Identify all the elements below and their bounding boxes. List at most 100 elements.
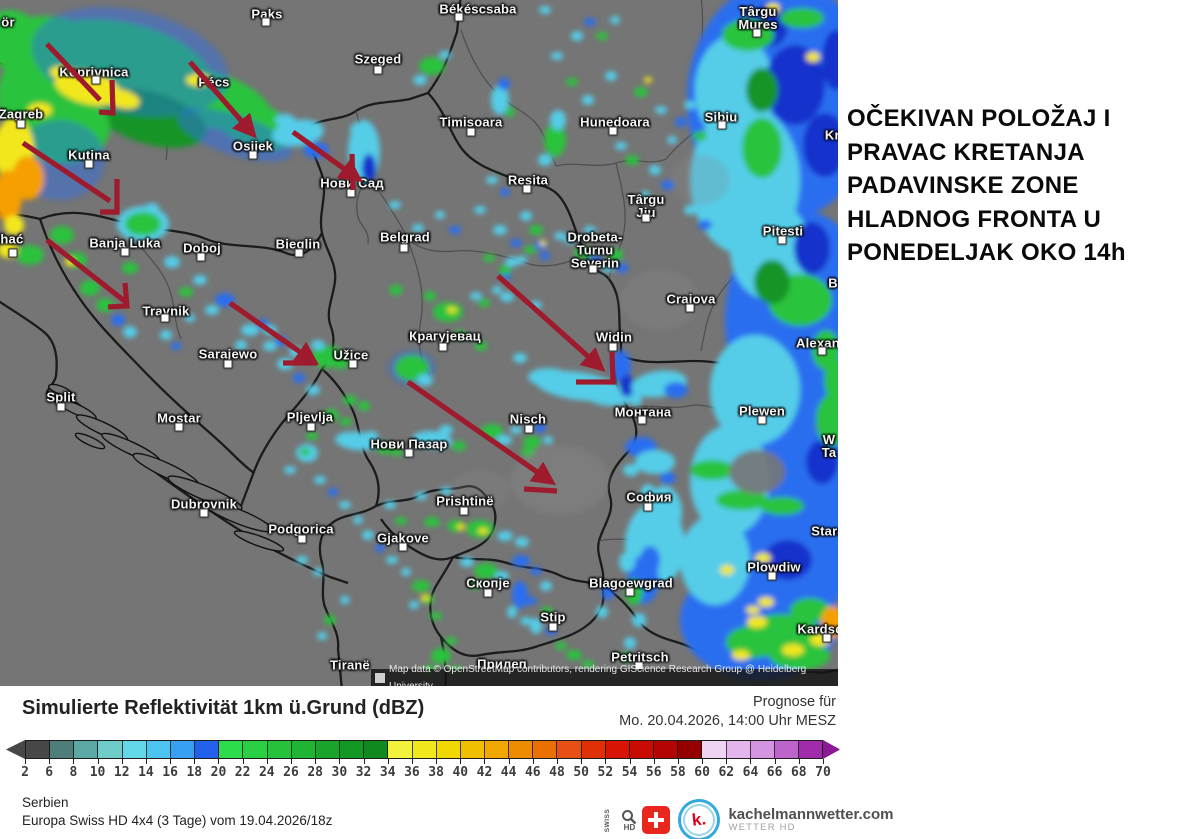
city-marker [717, 120, 727, 130]
city-marker [348, 359, 358, 369]
radar-cell [747, 616, 767, 628]
city-label: Stip [540, 609, 566, 625]
radar-cell [145, 203, 159, 213]
colorbar-cell [726, 741, 751, 758]
city-label: B [828, 275, 838, 291]
city-label: W Ta [821, 432, 837, 460]
radar-cell [619, 552, 635, 572]
radar-cell [765, 45, 825, 125]
city-label: Крагујевац [409, 328, 481, 344]
site-branding[interactable]: kachelmannwetter.com WETTER HD [728, 805, 894, 834]
radar-cell [540, 240, 546, 246]
city-marker [398, 542, 408, 552]
radar-cell [340, 596, 350, 604]
colorbar-tick [557, 759, 558, 764]
radar-cell [16, 245, 44, 265]
colorbar-tick-label: 22 [234, 765, 251, 780]
radar-cell [469, 581, 481, 589]
radar-cell [339, 501, 351, 509]
radar-cell [684, 205, 696, 215]
radar-cell [430, 612, 442, 620]
radar-cell [179, 287, 193, 297]
colorbar-cell [26, 741, 51, 758]
colorbar-tick [750, 759, 752, 764]
radar-cell [241, 324, 259, 336]
kachelmann-logo-icon[interactable]: k. [676, 796, 723, 839]
colorbar-tick-label: 58 [670, 765, 686, 780]
radar-cell [760, 497, 804, 515]
city-label: ihać [0, 231, 24, 247]
radar-cell [720, 565, 734, 575]
radar-cell [822, 30, 838, 90]
city-marker [641, 213, 651, 223]
radar-cell [433, 302, 463, 322]
site-name[interactable]: kachelmannwetter.com [728, 805, 894, 823]
radar-cell [543, 436, 553, 444]
city-marker [817, 346, 827, 356]
colorbar-tick [97, 759, 99, 764]
colorbar-tick [25, 759, 26, 764]
radar-cell [620, 375, 634, 397]
radar-cell [571, 31, 583, 41]
colorbar-cell [750, 741, 775, 758]
radar-cell [505, 107, 515, 117]
hd-label: HD [623, 822, 636, 832]
city-label: Plewen [739, 403, 785, 419]
city-label: Prishtinë [436, 493, 494, 509]
city-marker [643, 502, 653, 512]
colorbar-tick [484, 759, 486, 764]
radar-cell [716, 490, 768, 510]
city-marker [174, 422, 184, 432]
colorbar-cell [122, 741, 147, 758]
city-label: Sibiu [704, 109, 738, 125]
colorbar-cell [50, 741, 75, 758]
colorbar-tick [774, 759, 776, 764]
attribution-text: Map data © OpenStreetMap contributors, r… [389, 663, 807, 687]
radar-cell [710, 335, 800, 445]
city-label: Timisoara [439, 114, 503, 130]
radar-cell [530, 618, 542, 634]
radar-cell [306, 432, 318, 440]
city-label: Dubrovnik [170, 496, 238, 512]
city-marker [625, 587, 635, 597]
front-annotation: OČEKIVAN POLOŽAJ I PRAVAC KRETANJA PADAVIN… [847, 102, 1197, 270]
radar-cell [340, 418, 352, 426]
radar-cell [293, 373, 305, 383]
colorbar-cell [484, 741, 510, 758]
radar-cell [160, 330, 172, 340]
radar-cell [350, 122, 370, 138]
radar-cell [500, 188, 510, 196]
colorbar-tick-label: 30 [331, 765, 348, 780]
city-marker [120, 247, 130, 257]
colorbar-tick-label: 6 [45, 765, 54, 780]
forecast-time: Prognose für Mo. 20.04.2026, 14:00 Uhr M… [619, 693, 836, 731]
colorbar-cell [702, 741, 727, 758]
radar-cell [510, 239, 522, 247]
colorbar-tick-label: 56 [645, 765, 662, 780]
colorbar-tick-label: 38 [428, 765, 444, 780]
city-label: Krc [824, 127, 838, 143]
colorbar-tick [218, 759, 220, 764]
radar-cell [496, 435, 512, 445]
radar-cell [582, 660, 594, 668]
colorbar-tick [291, 759, 292, 764]
city-marker [404, 448, 414, 458]
city-label: Belgrad [380, 229, 430, 245]
radar-cell [439, 425, 453, 435]
radar-cell [611, 350, 631, 382]
radar-cell [554, 232, 566, 240]
radar-cell [478, 299, 490, 307]
radar-cell [634, 87, 648, 97]
model-region: Serbien [22, 795, 69, 810]
radar-cell [123, 326, 137, 338]
radar-cell [530, 567, 542, 575]
radar-cell [539, 6, 551, 14]
model-run: Europa Swiss HD 4x4 (3 Tage) vom 19.04.2… [22, 813, 333, 828]
colorbar-cell [98, 741, 123, 758]
radar-cell [623, 464, 639, 476]
city-marker [438, 342, 448, 352]
radar-cell [664, 382, 688, 398]
city-marker [459, 506, 469, 516]
radar-cell [474, 563, 498, 579]
